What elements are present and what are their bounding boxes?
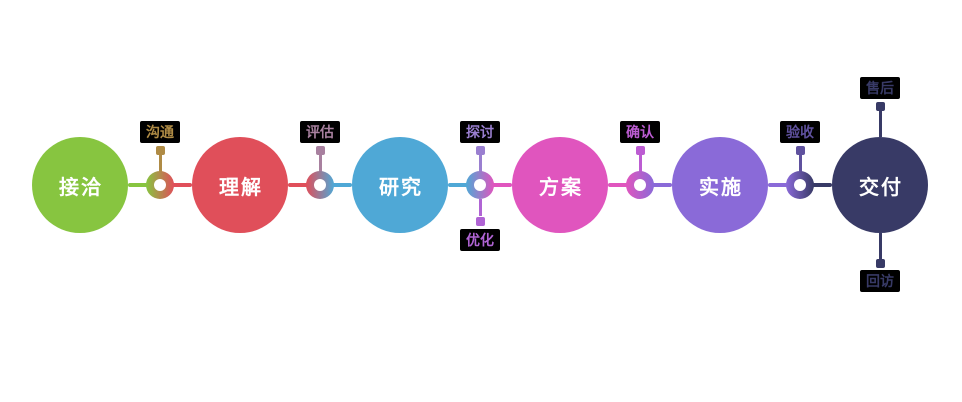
milestone-stem: [798, 155, 802, 172]
connector-line-right: [652, 183, 672, 187]
stage-node-1: 接洽: [32, 137, 128, 233]
milestone-tag: 评估: [300, 121, 340, 143]
milestone-tag: 售后: [860, 77, 900, 99]
stage-node-4: 方案: [512, 137, 608, 233]
milestone-stem: [318, 155, 322, 172]
milestone-tag: 确认: [620, 121, 660, 143]
connector-3: 探讨 优化: [448, 121, 512, 253]
connector-5: 验收: [768, 121, 832, 253]
milestone-square: [875, 102, 885, 111]
milestone-square: [475, 217, 485, 226]
connector-line-left: [608, 183, 628, 187]
stage-label: 实施: [699, 176, 743, 199]
connector-line-right: [492, 183, 512, 187]
connector-1: 沟通: [128, 121, 192, 253]
connector-line-left: [448, 183, 468, 187]
connector-ring-hole: [314, 179, 326, 191]
milestone-stem: [478, 199, 482, 216]
connector-ring-hole: [634, 179, 646, 191]
connector-2: 评估: [288, 121, 352, 253]
milestone-stem: [158, 155, 162, 172]
stage-node-3: 研究: [352, 137, 448, 233]
connector-ring-hole: [794, 179, 806, 191]
connector-line-right: [812, 183, 832, 187]
connector-line-left: [128, 183, 148, 187]
connector-line-right: [332, 183, 352, 187]
connector-line-right: [172, 183, 192, 187]
connector-line-left: [768, 183, 788, 187]
milestone-square: [315, 146, 325, 155]
milestone-tag: 回访: [860, 270, 900, 292]
stage-label: 接洽: [59, 176, 103, 199]
milestone-tag: 优化: [460, 229, 500, 251]
stage-label: 方案: [539, 176, 583, 199]
milestone-tag: 验收: [780, 121, 820, 143]
connector-ring-hole: [154, 179, 166, 191]
milestone-stem: [478, 155, 482, 172]
milestone-stem: [638, 155, 642, 172]
stage-node-2: 理解: [192, 137, 288, 233]
stage-node-5: 实施: [672, 137, 768, 233]
connector-line-left: [288, 183, 308, 187]
milestone-tag: 沟通: [140, 121, 180, 143]
milestone-stem: [878, 233, 882, 259]
connector-ring-hole: [474, 179, 486, 191]
stage-label: 理解: [219, 176, 263, 199]
connector-4: 确认: [608, 121, 672, 253]
milestone-square: [475, 146, 485, 155]
connector-ring: [306, 171, 334, 199]
stage-node-6: 交付: [832, 137, 928, 233]
connector-ring: [466, 171, 494, 199]
milestone-square: [795, 146, 805, 155]
milestone-tag: 探讨: [460, 121, 500, 143]
stage-label: 研究: [379, 176, 423, 199]
connector-ring: [786, 171, 814, 199]
connector-ring: [146, 171, 174, 199]
milestone-stem: [878, 111, 882, 137]
milestone-square: [875, 259, 885, 268]
milestone-square: [155, 146, 165, 155]
connector-ring: [626, 171, 654, 199]
milestone-square: [635, 146, 645, 155]
stage-label: 交付: [859, 176, 903, 199]
